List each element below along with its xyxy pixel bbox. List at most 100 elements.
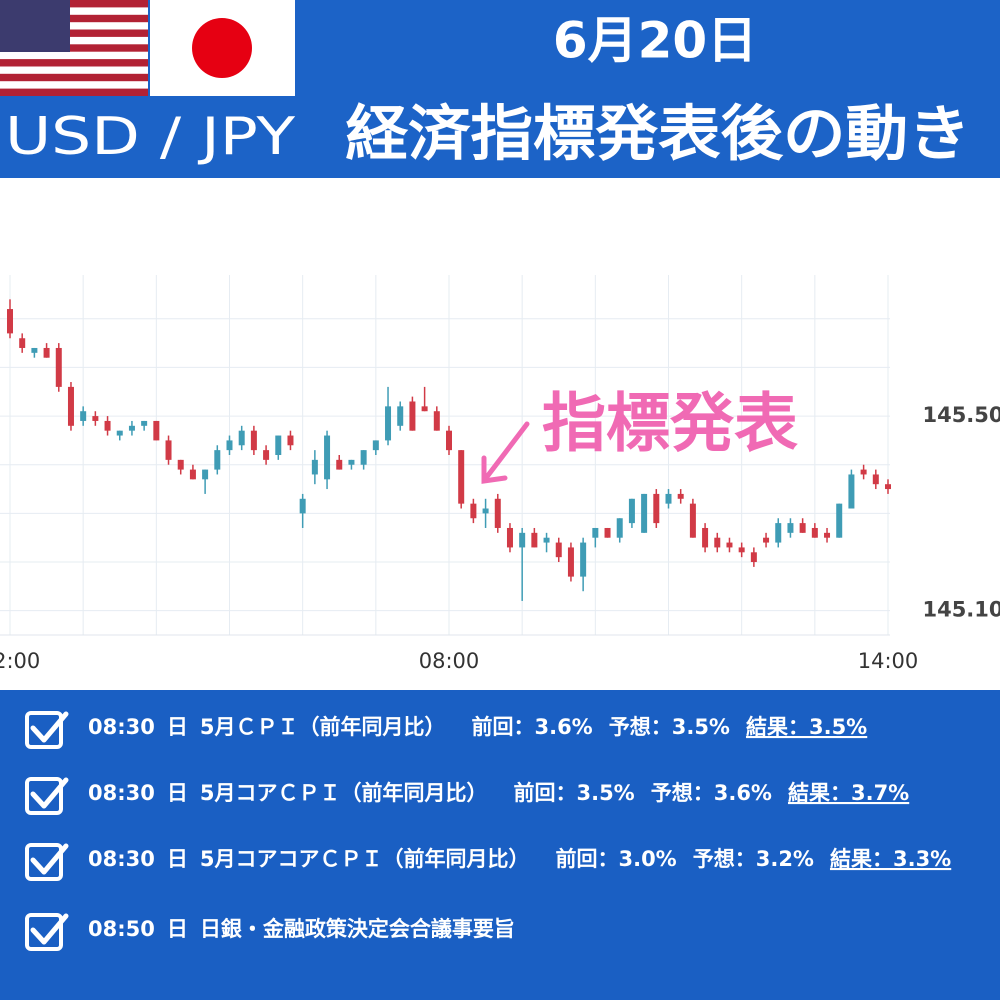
candle-body (165, 440, 172, 460)
pair: USD / JPY (5, 107, 295, 167)
candle-body (31, 347, 38, 353)
x-tick-label: 14:00 (858, 649, 919, 673)
check-mark (30, 711, 69, 743)
chart-bg (0, 178, 1000, 690)
candle-body (531, 532, 538, 548)
candle-body (811, 527, 818, 538)
candle-body (299, 498, 306, 514)
event-result: 結果：3.5% (746, 715, 867, 739)
x-tick-label: 02:00 (0, 649, 40, 673)
candle-body (421, 406, 428, 412)
annotation: 指標発表 (542, 388, 798, 462)
candle-body (348, 459, 355, 465)
candle-body (153, 420, 160, 441)
candle-body (55, 347, 62, 387)
event-result: 結果：3.7% (788, 781, 909, 805)
candle-body (189, 469, 196, 480)
jp-flag (150, 0, 295, 96)
candle-body (226, 440, 233, 451)
candle-body (397, 406, 404, 426)
candle-body (604, 527, 611, 538)
candle-body (714, 537, 721, 548)
candle-body (824, 532, 831, 538)
candle-body (738, 547, 745, 553)
event-time: 08:30 (88, 715, 155, 739)
candle-body (860, 469, 867, 475)
candle-body (409, 401, 416, 431)
checkbox (25, 711, 63, 749)
event-forecast: 予想：3.6% (651, 781, 772, 805)
candle-body (7, 309, 13, 334)
candle-body (726, 542, 733, 548)
check-mark (30, 777, 69, 809)
event-country: 日 (167, 781, 188, 805)
event-name: 日銀・金融政策決定会合議事要旨 (200, 917, 515, 941)
candle-body (433, 411, 440, 431)
candle-body (872, 474, 879, 485)
candle-body (116, 430, 123, 436)
event-country: 日 (167, 917, 188, 941)
event-text: 08:30 日 5月コアコアＣＰＩ（前年同月比） 前回：3.0% 予想：3.2% 結果：3… (88, 847, 951, 871)
event-time: 08:50 (88, 917, 155, 941)
checkbox (25, 843, 63, 881)
events: 08:30 日 5月ＣＰＩ（前年同月比） 前回：3.6% 予想：3.5% 結果：3.5%0… (25, 711, 951, 951)
candle-body (67, 386, 74, 426)
event-text: 08:50 日日銀・金融政策決定会合議事要旨 (88, 917, 515, 941)
candle-body (519, 532, 526, 548)
annotation-arrow (481, 421, 530, 484)
event-time: 08:30 (88, 781, 155, 805)
candle-body (787, 523, 794, 533)
candle-body (19, 338, 26, 348)
candle-body (689, 503, 696, 538)
candle-body (275, 435, 282, 455)
candle-body (750, 552, 757, 563)
candle-body (763, 537, 770, 543)
candle-body (214, 450, 221, 470)
candle-body (385, 406, 392, 441)
candle-body (104, 420, 111, 431)
event-result: 結果：3.3% (830, 847, 951, 871)
us-flag (0, 0, 148, 96)
candle-body (458, 450, 465, 504)
event-previous: 前回：3.6% (471, 715, 592, 739)
candle-body (567, 547, 574, 577)
plot: 145.50 145.10 02:00 08:00 14:00 (0, 275, 1000, 673)
candle-body (555, 542, 562, 558)
candle-body (202, 469, 209, 480)
candle-body (616, 518, 623, 538)
candle-body (885, 484, 891, 490)
candle-body (80, 411, 87, 421)
candle-body (653, 493, 660, 524)
event-time: 08:30 (88, 847, 155, 871)
y-tick-label: 145.10 (922, 598, 1000, 622)
candle-body (324, 435, 331, 480)
check-mark (30, 843, 69, 875)
y-tick-label: 145.50 (922, 403, 1000, 427)
event-country: 日 (167, 715, 188, 739)
event-text: 08:30 日 5月ＣＰＩ（前年同月比） 前回：3.6% 予想：3.5% 結果：3.5% (88, 715, 867, 739)
candle-body (238, 430, 245, 446)
candle-body (494, 498, 501, 528)
title: 経済指標発表後の動き (346, 100, 971, 170)
candle-body (177, 459, 184, 470)
candle-body (775, 523, 782, 543)
candle-body (128, 425, 135, 431)
candle-body (92, 416, 99, 421)
event-name: 5月コアコアＣＰＩ（前年同月比） (200, 847, 530, 871)
candle-body (446, 430, 452, 451)
event-previous: 前回：3.5% (513, 781, 634, 805)
candle-body (287, 435, 294, 446)
candle-body (836, 503, 843, 538)
candle-body (250, 430, 257, 451)
candle-body (702, 527, 709, 548)
checkbox (25, 777, 63, 815)
candle-body (470, 503, 477, 519)
candle-body (372, 440, 379, 451)
date: 6月20日 (553, 12, 757, 70)
candle-body (141, 420, 148, 426)
candle-body (848, 474, 855, 509)
candle-body (506, 527, 513, 548)
candle-body (628, 498, 635, 524)
candle-body (311, 459, 318, 475)
x-tick-label: 08:00 (419, 649, 480, 673)
